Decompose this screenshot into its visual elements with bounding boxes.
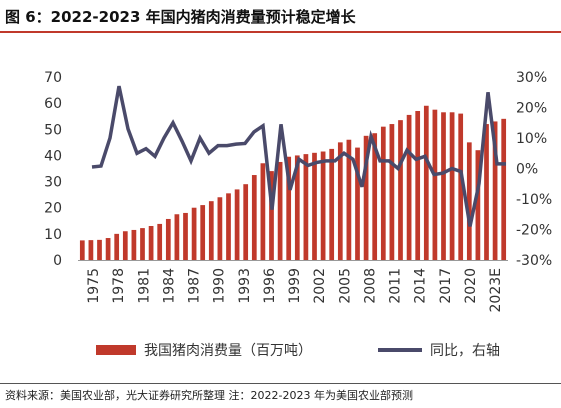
bar [501,118,507,260]
x-tick-label: 2017 [438,268,454,304]
bar [165,218,171,260]
right-tick-label: -20% [516,223,552,239]
legend: 我国猪肉消费量（百万吨） 同比，右轴 [96,343,500,359]
bar [380,126,386,260]
x-axis: 1975 1978 1981 1984 1987 1990 1993 1996 1999 2002… [78,260,508,312]
bar [492,121,498,260]
bar [466,142,472,260]
left-tick-label: 70 [44,70,62,86]
right-tick-label: -30% [516,253,552,269]
bar [105,238,111,260]
bar [243,184,249,260]
x-tick-label: 1975 [86,268,102,304]
bar [329,148,335,260]
bar [114,233,120,260]
bar [140,228,145,260]
bar [200,205,206,260]
bar [346,139,352,260]
x-tick-label: 2008 [362,268,378,304]
bar [131,229,137,260]
line-series [91,85,506,227]
bar [269,171,274,260]
bar [277,161,283,260]
bar [260,163,266,260]
bar [251,175,257,260]
x-tick-label: 2014 [413,268,429,304]
left-tick-label: 10 [44,227,62,243]
bar [355,147,360,260]
source-rule [0,383,561,384]
legend-bar-label: 我国猪肉消费量（百万吨） [144,343,312,359]
legend-bar-swatch [96,345,136,355]
bar [372,133,378,260]
bar [79,240,85,260]
legend-line-label: 同比，右轴 [430,343,500,359]
x-tick-label: 1990 [212,268,228,304]
x-tick-label: 1981 [136,268,152,304]
bar [226,193,231,260]
x-tick-label: 1987 [187,268,203,304]
left-axis: 0 10 20 30 40 50 60 70 [44,70,62,269]
bar [415,110,421,261]
left-tick-label: 20 [44,201,62,217]
right-tick-label: 0% [516,162,538,178]
x-tick-label: 2005 [337,268,353,304]
left-tick-label: 40 [44,148,62,164]
bar-series [79,105,507,261]
bar [191,207,197,260]
bar [458,113,464,260]
bar [217,197,223,260]
x-tick-label: 2020 [463,268,479,304]
left-tick-label: 0 [53,253,62,269]
yoy-line [91,85,506,227]
left-tick-label: 60 [44,96,62,112]
bar [88,240,94,260]
bar [157,223,163,260]
bar [423,105,429,260]
bar [294,155,300,260]
bar [122,231,128,260]
bar [174,214,180,260]
bar [312,152,317,260]
bar [475,150,481,260]
bar [337,142,343,260]
bar [148,226,154,260]
right-tick-label: -10% [516,192,552,208]
bar [286,156,292,260]
x-tick-label: 1984 [161,268,177,304]
left-tick-label: 50 [44,122,62,138]
bar [398,120,403,260]
x-tick-label: 1999 [287,268,303,304]
bar [234,189,240,260]
chart-title: 图 6：2022-2023 年国内猪肉消费量预计稳定增长 [5,8,356,26]
bar [406,114,412,260]
left-tick-label: 30 [44,175,62,191]
bar [449,112,455,260]
bar [389,124,395,260]
bar [484,124,489,260]
bar [208,201,214,260]
bar [320,151,326,260]
right-tick-label: 10% [516,131,547,147]
source-note: 资料来源：美国农业部，光大证券研究所整理 注：2022-2023 年为美国农业部… [5,389,413,402]
right-tick-label: 30% [516,70,547,86]
x-tick-label: 1993 [237,268,253,304]
title-rule [0,31,561,33]
bar [363,135,369,260]
right-axis: -30% -20% -10% 0% 10% 20% 30% [516,70,552,269]
bar [183,212,188,260]
x-tick-label: 2023E [488,268,504,312]
bar [303,154,309,260]
x-tick-label: 2011 [388,268,404,304]
bar [441,112,446,260]
right-tick-label: 20% [516,101,547,117]
x-tick-label: 2002 [312,268,328,304]
bar [432,109,438,261]
bar [97,239,102,260]
x-tick-label: 1996 [262,268,278,304]
x-tick-label: 1978 [111,268,127,304]
